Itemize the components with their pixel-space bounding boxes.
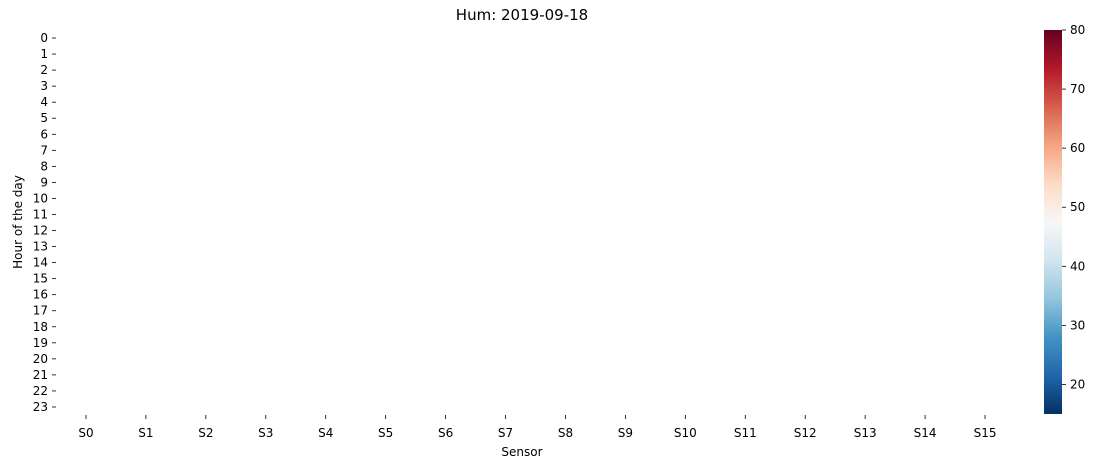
x-tick-label: S14 [914, 426, 937, 440]
chart-title: Hum: 2019-09-18 [456, 6, 588, 24]
y-tick-label: 16 [33, 288, 48, 302]
y-tick-label: 6 [40, 127, 48, 141]
y-tick-label: 4 [40, 95, 48, 109]
colorbar-tick-label: 80 [1070, 23, 1085, 37]
x-tick-label: S0 [78, 426, 93, 440]
y-tick-label: 19 [33, 336, 48, 350]
y-axis-label: Hour of the day [11, 175, 25, 269]
y-tick-label: 0 [40, 31, 48, 45]
x-tick-label: S4 [318, 426, 333, 440]
colorbar-tick-label: 30 [1070, 318, 1085, 332]
colorbar-gradient [1044, 30, 1062, 414]
y-tick-label: 23 [33, 400, 48, 414]
y-tick-label: 1 [40, 47, 48, 61]
x-tick-label: S8 [558, 426, 573, 440]
y-tick-label: 5 [40, 111, 48, 125]
y-tick-label: 14 [33, 256, 48, 270]
x-axis-label: Sensor [501, 445, 542, 459]
x-tick-label: S7 [498, 426, 513, 440]
colorbar-ticks: 20 30 40 50 60 70 80 [1062, 23, 1085, 391]
y-tick-label: 8 [40, 159, 48, 173]
y-tick-label: 3 [40, 79, 48, 93]
x-tick-label: S11 [734, 426, 757, 440]
x-tick-label: S6 [438, 426, 453, 440]
y-tick-label: 18 [33, 320, 48, 334]
colorbar: 20 30 40 50 60 70 80 [1044, 23, 1085, 414]
y-tick-label: 13 [33, 240, 48, 254]
colorbar-tick-label: 50 [1070, 200, 1085, 214]
colorbar-tick-label: 60 [1070, 141, 1085, 155]
y-tick-label: 22 [33, 384, 48, 398]
x-tick-label: S12 [794, 426, 817, 440]
x-axis-ticks: S0 S1 S2 S3 S4 S5 S6 S7 S8 S9 S10 S11 S12 S13 S14 S15 [78, 415, 996, 440]
y-tick-label: 7 [40, 143, 48, 157]
y-tick-label: 2 [40, 63, 48, 77]
x-tick-label: S13 [854, 426, 877, 440]
y-tick-label: 17 [33, 304, 48, 318]
x-tick-label: S15 [974, 426, 997, 440]
y-tick-label: 20 [33, 352, 48, 366]
y-tick-label: 15 [33, 272, 48, 286]
colorbar-tick-label: 20 [1070, 377, 1085, 391]
y-tick-label: 11 [33, 207, 48, 221]
y-tick-label: 9 [40, 175, 48, 189]
colorbar-tick-label: 40 [1070, 259, 1085, 273]
x-tick-label: S9 [618, 426, 633, 440]
x-tick-label: S5 [378, 426, 393, 440]
y-tick-label: 10 [33, 191, 48, 205]
x-tick-label: S2 [198, 426, 213, 440]
colorbar-tick-label: 70 [1070, 82, 1085, 96]
x-tick-label: S1 [138, 426, 153, 440]
x-tick-label: S10 [674, 426, 697, 440]
x-tick-label: S3 [258, 426, 273, 440]
y-tick-label: 12 [33, 224, 48, 238]
y-tick-label: 21 [33, 368, 48, 382]
